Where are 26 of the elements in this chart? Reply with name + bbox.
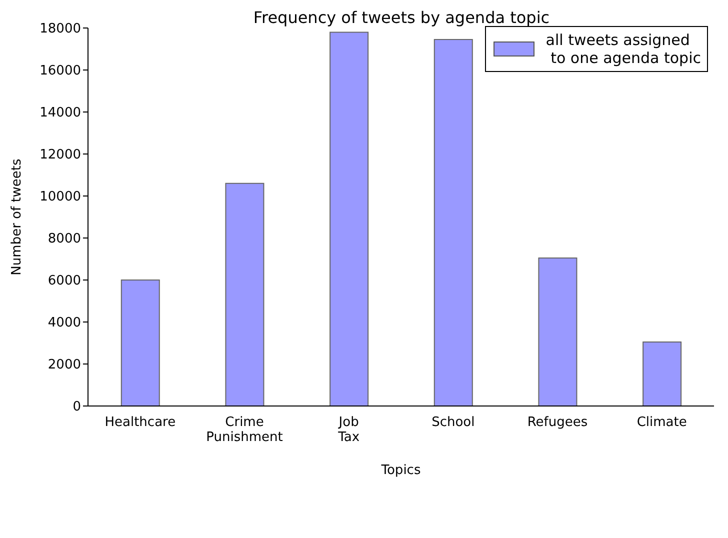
x-tick-label: Crime Punishment	[206, 415, 283, 445]
bar	[120, 280, 160, 406]
x-tick-label: Job Tax	[337, 415, 360, 445]
x-tick-label: Refugees	[527, 415, 588, 430]
y-tick-label: 2000	[48, 358, 81, 373]
bar	[434, 39, 473, 406]
y-tick-label: 8000	[48, 232, 81, 247]
y-tick-label: 18000	[40, 22, 81, 37]
y-tick-label: 12000	[40, 148, 81, 163]
bar	[225, 182, 264, 406]
chart-title: Frequency of tweets by agenda topic	[252, 8, 551, 27]
x-tick-label: Climate	[636, 415, 687, 430]
x-tick-label: School	[432, 415, 475, 430]
y-tick-label: 4000	[48, 316, 81, 331]
y-tick-label: 6000	[48, 274, 81, 289]
bar	[538, 257, 578, 406]
x-axis-title: Topics	[380, 463, 421, 478]
y-tick-label: 10000	[40, 190, 81, 205]
y-tick-label: 14000	[40, 106, 81, 121]
bar	[642, 341, 682, 406]
y-axis-title: Number of tweets	[10, 158, 25, 276]
x-tick-label: Healthcare	[104, 415, 176, 430]
y-tick-label: 0	[72, 400, 81, 415]
y-tick-label: 16000	[40, 64, 81, 79]
bar	[330, 32, 369, 406]
legend-label: all tweets assigned to one agenda topic	[546, 31, 701, 67]
